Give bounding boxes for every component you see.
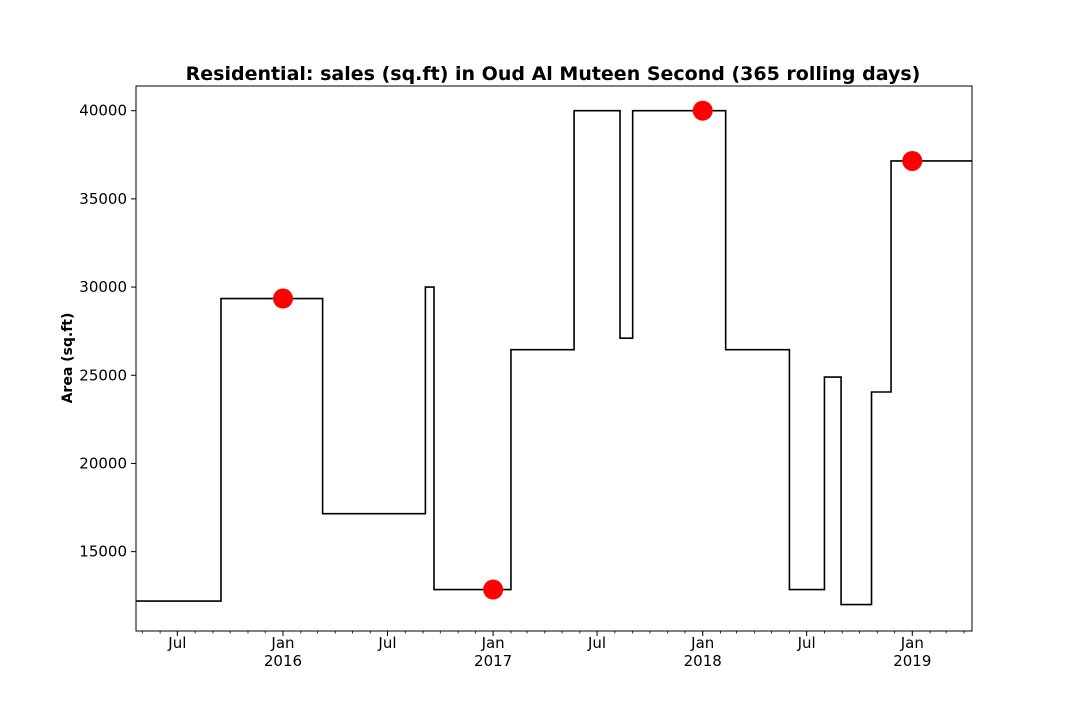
data-marker xyxy=(692,100,713,121)
chart-title: Residential: sales (sq.ft) in Oud Al Mut… xyxy=(186,63,921,85)
x-tick-year-label: 2018 xyxy=(684,652,722,670)
series-line xyxy=(136,109,972,606)
x-tick-label: Jul xyxy=(377,634,396,652)
y-tick-label: 40000 xyxy=(79,102,127,120)
x-tick-label: Jul xyxy=(797,634,816,652)
x-tick-year-label: 2019 xyxy=(893,652,931,670)
data-marker xyxy=(483,579,504,600)
x-tick-label: Jan xyxy=(481,634,505,652)
data-marker xyxy=(272,288,293,309)
y-tick-label: 20000 xyxy=(79,454,127,472)
y-tick-label: 30000 xyxy=(79,278,127,296)
x-tick-label: Jan xyxy=(900,634,924,652)
x-tick-year-label: 2016 xyxy=(264,652,302,670)
y-tick-label: 35000 xyxy=(79,190,127,208)
y-tick-label: 15000 xyxy=(79,543,127,561)
x-tick-label: Jul xyxy=(587,634,606,652)
x-tick-label: Jan xyxy=(270,634,294,652)
x-tick-year-label: 2017 xyxy=(474,652,512,670)
x-tick-label: Jul xyxy=(167,634,186,652)
y-axis-ticks: 15000 20000 25000 30000 35000 40000 xyxy=(79,102,136,561)
marker-group xyxy=(272,100,923,600)
x-tick-label: Jan xyxy=(690,634,714,652)
y-axis-label: Area (sq.ft) xyxy=(60,313,76,404)
data-marker xyxy=(902,150,923,171)
y-tick-label: 25000 xyxy=(79,366,127,384)
plot-frame xyxy=(135,85,973,632)
